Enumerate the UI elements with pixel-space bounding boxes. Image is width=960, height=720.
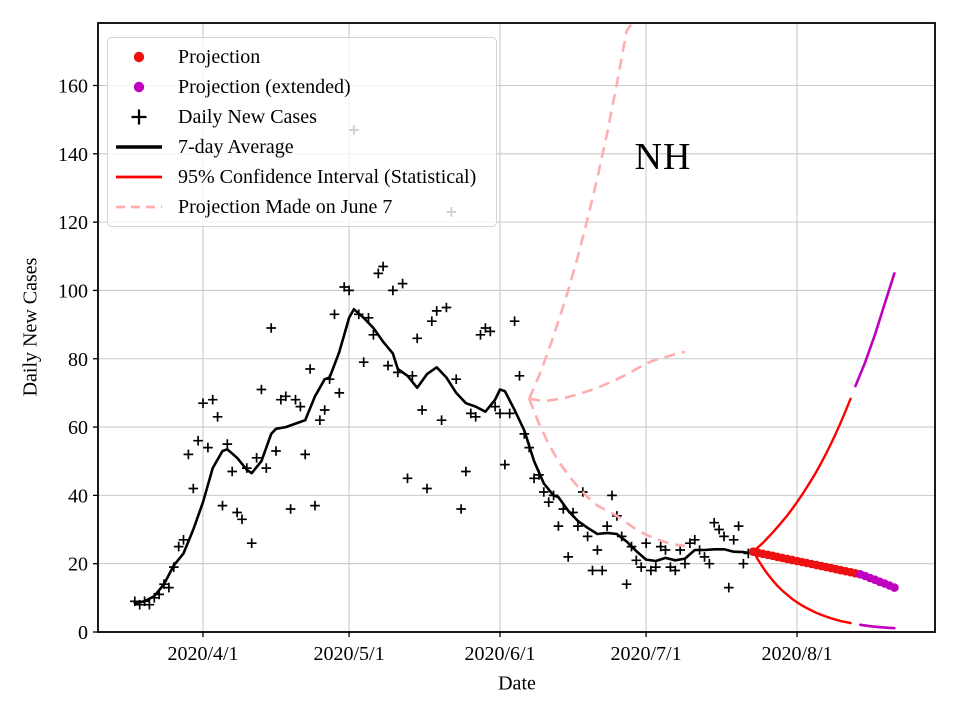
series-line bbox=[858, 623, 896, 630]
legend-dot-icon bbox=[133, 81, 145, 93]
legend-line-icon bbox=[116, 175, 162, 179]
series-line bbox=[752, 397, 852, 553]
series-dashed-line bbox=[528, 350, 686, 402]
legend-item-label: 95% Confidence Interval (Statistical) bbox=[178, 165, 477, 188]
legend-item: 7-day Average bbox=[108, 133, 496, 161]
y-tick-label: 100 bbox=[58, 280, 88, 302]
region-annotation: NH bbox=[634, 136, 692, 178]
y-tick-label: 120 bbox=[58, 212, 88, 234]
legend-swatch-glyph bbox=[131, 109, 147, 125]
legend-item: Projection Made on June 7 bbox=[108, 193, 496, 221]
legend-dot-icon bbox=[133, 51, 145, 63]
y-tick-label: 60 bbox=[68, 417, 88, 439]
series-dashed-line bbox=[527, 398, 686, 548]
x-tick-label: 2020/8/1 bbox=[761, 643, 832, 665]
plot-border bbox=[97, 22, 936, 633]
x-tick-label: 2020/6/1 bbox=[464, 643, 535, 665]
legend-item: Daily New Cases bbox=[108, 103, 496, 131]
y-tick-label: 40 bbox=[68, 485, 88, 507]
legend-dashed-line-icon bbox=[116, 205, 162, 209]
legend-swatch-glyph bbox=[133, 51, 145, 63]
legend-item: Projection bbox=[108, 43, 496, 71]
legend-item: Projection (extended) bbox=[108, 73, 496, 101]
x-tick-label: 2020/7/1 bbox=[611, 643, 682, 665]
y-tick-label: 160 bbox=[58, 76, 88, 98]
series-line bbox=[854, 272, 896, 388]
x-tick-label: 2020/4/1 bbox=[167, 643, 238, 665]
legend-item-label: Daily New Cases bbox=[178, 105, 317, 128]
y-tick-label: 0 bbox=[78, 622, 88, 644]
legend-item-label: Projection (extended) bbox=[178, 75, 351, 98]
series-line bbox=[133, 307, 750, 605]
y-axis-label: Daily New Cases bbox=[19, 257, 42, 397]
daily-cases-markers bbox=[130, 125, 754, 610]
series-dashed-line bbox=[528, 23, 633, 400]
legend-line-icon bbox=[116, 145, 162, 149]
y-tick-label: 20 bbox=[68, 554, 88, 576]
chart-legend: Projection Projection (extended) Daily New… bbox=[107, 37, 497, 227]
legend-swatch-glyph bbox=[133, 81, 145, 93]
x-tick-label: 2020/5/1 bbox=[314, 643, 385, 665]
y-tick-label: 140 bbox=[58, 144, 88, 166]
legend-item: 95% Confidence Interval (Statistical) bbox=[108, 163, 496, 191]
series-line bbox=[752, 549, 852, 625]
legend-item-label: Projection bbox=[178, 45, 261, 68]
legend-item-label: 7-day Average bbox=[178, 135, 294, 158]
legend-item-label: Projection Made on June 7 bbox=[178, 195, 393, 218]
y-tick-label: 80 bbox=[68, 349, 88, 371]
legend-plus-icon bbox=[131, 109, 147, 125]
x-axis-label: Date bbox=[498, 672, 536, 695]
projection-dot bbox=[890, 583, 899, 592]
